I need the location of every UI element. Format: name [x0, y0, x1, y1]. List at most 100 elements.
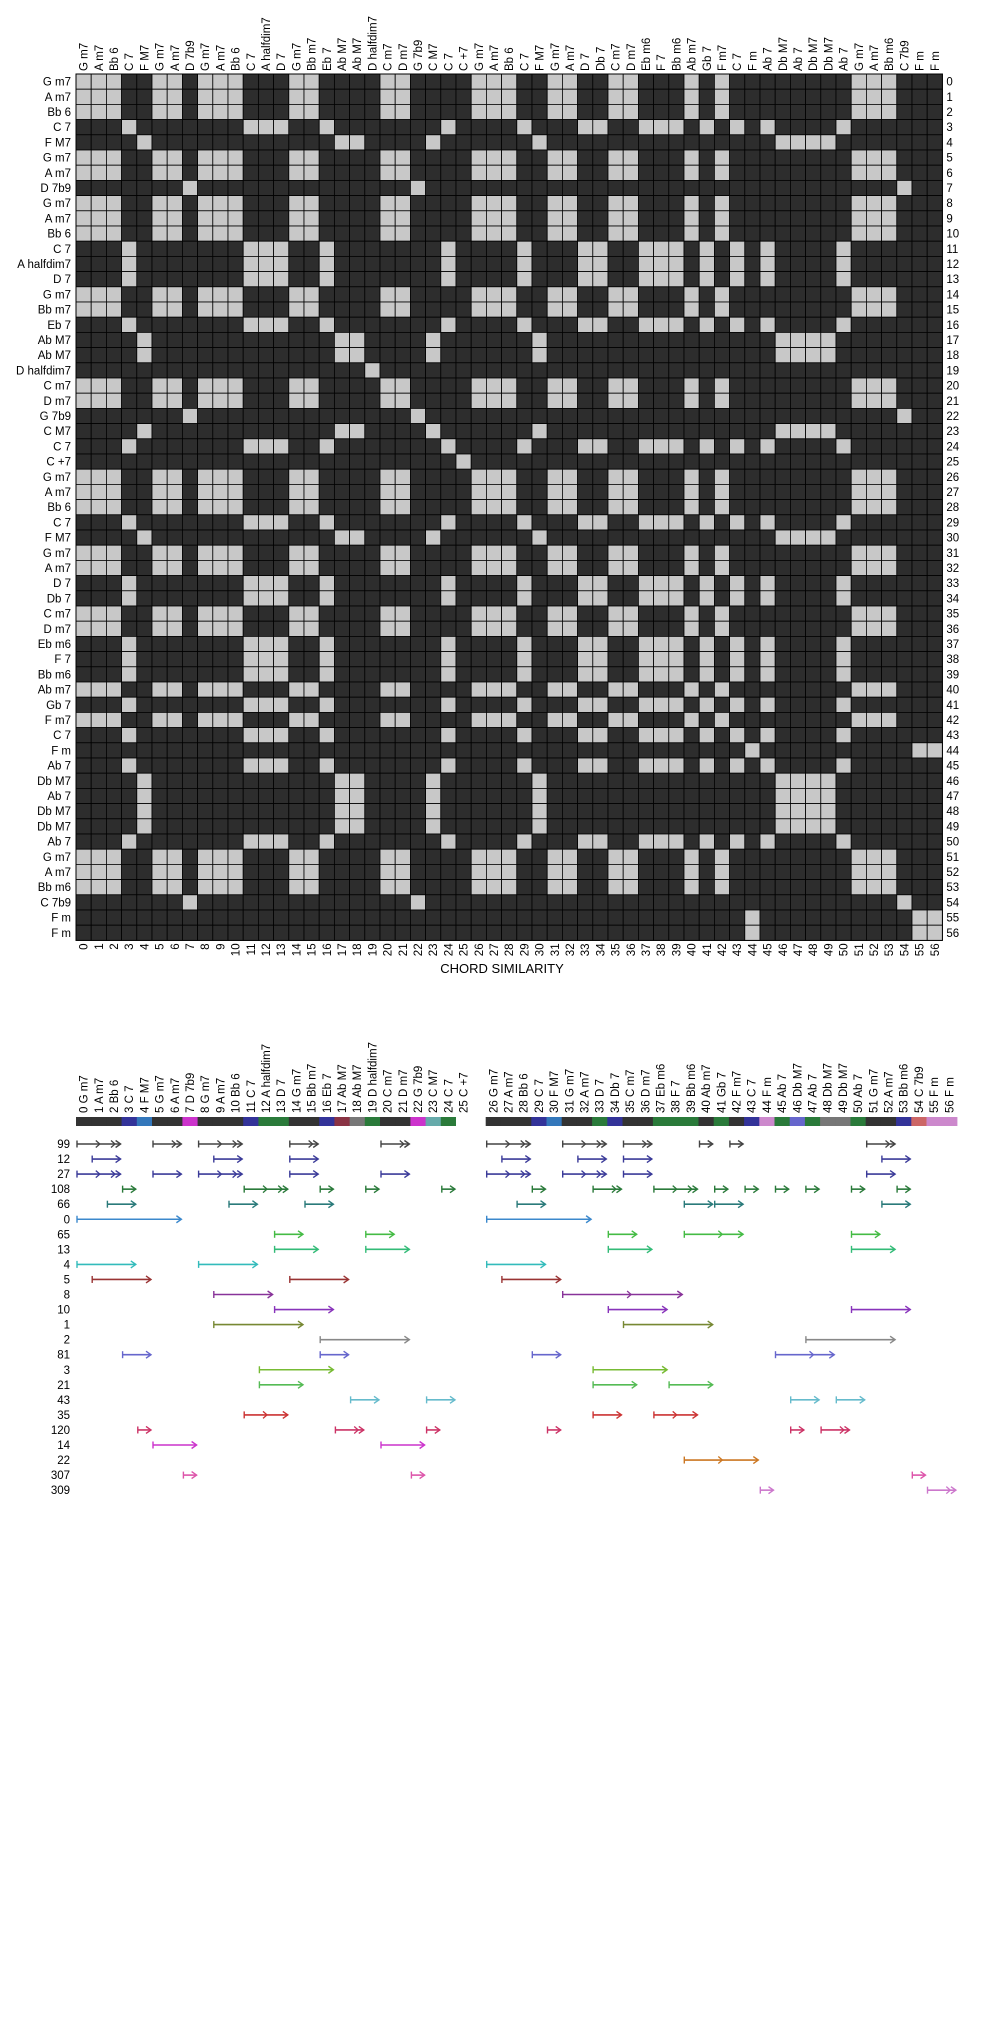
matrix-cell	[121, 104, 138, 121]
matrix-cell	[121, 666, 138, 683]
matrix-cell	[425, 149, 442, 166]
matrix-cell	[364, 864, 381, 881]
matrix-cell	[242, 772, 259, 789]
timeline-chord-label: 42 F m7	[732, 1071, 744, 1113]
matrix-cell	[379, 316, 396, 333]
matrix-top-chord-label: G m7	[854, 43, 866, 71]
matrix-cell	[151, 225, 168, 242]
matrix-cell	[318, 757, 335, 774]
matrix-cell	[653, 788, 670, 805]
matrix-left-chord-label: D halfdim7	[16, 365, 71, 377]
matrix-cell	[303, 179, 320, 196]
matrix-cell	[805, 104, 822, 121]
matrix-cell	[470, 377, 487, 394]
matrix-cell	[288, 347, 305, 364]
matrix-cell	[714, 636, 731, 653]
matrix-cell	[364, 742, 381, 759]
matrix-right-labels: 0123456789101112131415161718192021222324…	[946, 77, 959, 940]
matrix-cell	[318, 681, 335, 698]
matrix-cell	[409, 179, 426, 196]
matrix-cell	[774, 499, 791, 516]
matrix-cell	[333, 438, 350, 455]
matrix-cell	[379, 347, 396, 364]
matrix-cell	[409, 909, 426, 926]
matrix-cell	[926, 894, 943, 911]
matrix-cell	[303, 438, 320, 455]
matrix-cell	[607, 681, 624, 698]
matrix-cell	[926, 271, 943, 288]
matrix-cell	[653, 453, 670, 470]
matrix-cell	[212, 712, 229, 729]
matrix-cell	[501, 803, 518, 820]
matrix-cell	[926, 301, 943, 318]
matrix-cell	[273, 605, 290, 622]
matrix-cell	[866, 362, 883, 379]
matrix-cell	[790, 848, 807, 865]
matrix-cell	[273, 423, 290, 440]
matrix-cell	[212, 788, 229, 805]
matrix-cell	[75, 164, 92, 181]
matrix-cell	[698, 179, 715, 196]
matrix-cell	[562, 407, 579, 424]
matrix-cell	[850, 666, 867, 683]
matrix-cell	[531, 909, 548, 926]
matrix-cell	[197, 438, 214, 455]
matrix-cell	[546, 210, 563, 227]
matrix-cell	[425, 164, 442, 181]
matrix-cell	[333, 392, 350, 409]
matrix-cell	[181, 514, 198, 531]
matrix-cell	[607, 544, 624, 561]
matrix-cell	[622, 316, 639, 333]
matrix-cell	[531, 544, 548, 561]
matrix-cell	[273, 666, 290, 683]
matrix-cell	[440, 119, 457, 136]
matrix-cell	[622, 407, 639, 424]
matrix-cell	[790, 681, 807, 698]
matrix-cell	[622, 924, 639, 941]
matrix-left-chord-label: Bb 6	[47, 502, 71, 514]
matrix-cell	[759, 727, 776, 744]
matrix-cell	[470, 788, 487, 805]
matrix-cell	[926, 848, 943, 865]
matrix-cell	[607, 818, 624, 835]
matrix-cell	[440, 864, 457, 881]
matrix-right-index-label: 46	[946, 776, 959, 788]
segment-end-arrow	[813, 1185, 821, 1194]
matrix-cell	[318, 225, 335, 242]
matrix-cell	[273, 407, 290, 424]
matrix-cell	[90, 803, 107, 820]
matrix-cell	[638, 286, 655, 303]
matrix-cell	[562, 134, 579, 151]
matrix-cell	[379, 560, 396, 577]
matrix-cell	[531, 468, 548, 485]
matrix-cell	[288, 742, 305, 759]
matrix-cell	[881, 818, 898, 835]
segment-end-arrow	[737, 1200, 745, 1209]
matrix-top-chord-label: Eb m6	[641, 38, 653, 71]
matrix-cell	[409, 696, 426, 713]
matrix-cell	[850, 742, 867, 759]
matrix-cell	[379, 833, 396, 850]
segment-end-arrow	[555, 1275, 562, 1284]
matrix-bottom-index-label: 13	[276, 943, 288, 956]
matrix-cell	[911, 407, 928, 424]
matrix-cell	[257, 727, 274, 744]
matrix-cell	[501, 742, 518, 759]
matrix-cell	[698, 529, 715, 546]
matrix-cell	[425, 271, 442, 288]
pattern-row-label: 99	[57, 1139, 70, 1151]
matrix-cell	[744, 438, 761, 455]
matrix-cell	[759, 666, 776, 683]
matrix-cell	[501, 271, 518, 288]
matrix-left-chord-label: A m7	[45, 563, 71, 575]
timeline-chord-label: 37 Eb m6	[656, 1064, 668, 1113]
matrix-cell	[607, 362, 624, 379]
matrix-cell	[227, 316, 244, 333]
matrix-cell	[379, 772, 396, 789]
matrix-cell	[485, 879, 502, 896]
matrix-cell	[835, 134, 852, 151]
matrix-cell	[744, 468, 761, 485]
segment-end-arrow	[419, 1440, 426, 1450]
matrix-cell	[136, 438, 153, 455]
matrix-cell	[805, 924, 822, 941]
